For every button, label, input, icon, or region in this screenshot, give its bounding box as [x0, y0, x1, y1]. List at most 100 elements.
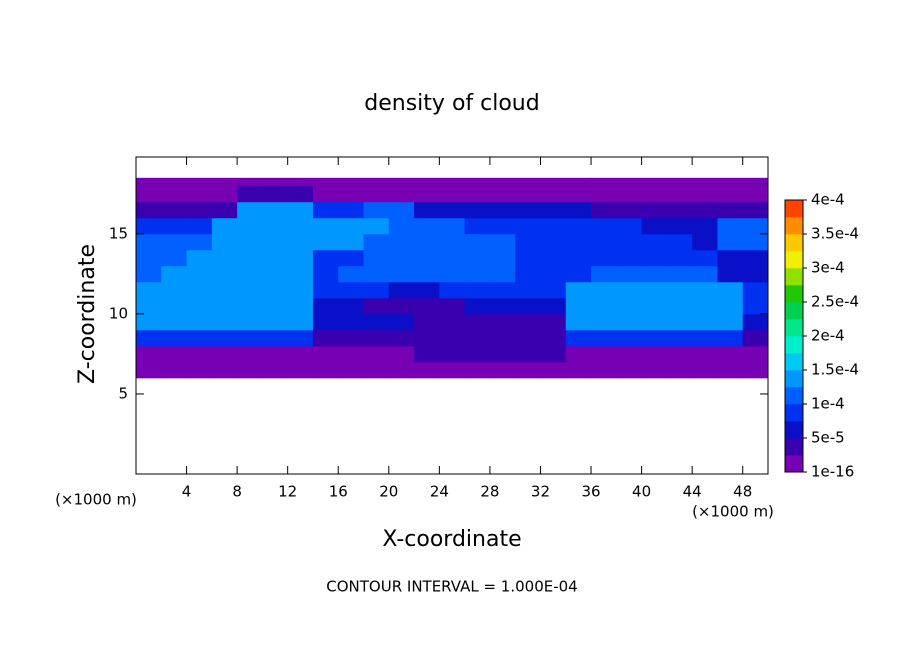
field-cell — [161, 201, 187, 219]
colorbar-band — [785, 251, 803, 269]
field-cell — [388, 345, 415, 363]
field-cell — [262, 265, 289, 283]
field-cell — [338, 265, 364, 283]
field-cell — [515, 265, 541, 283]
field-cell — [161, 217, 187, 235]
field-cell — [312, 201, 339, 219]
field-cell — [540, 185, 567, 203]
field-cell — [388, 313, 415, 331]
colorbar-tick-label: 1e-4 — [811, 395, 845, 413]
field-cell — [717, 177, 744, 187]
field-cell — [312, 265, 339, 283]
field-cell — [186, 217, 213, 235]
field-cell — [591, 249, 617, 267]
field-cell — [136, 313, 162, 331]
x-tick-label: 24 — [430, 483, 449, 501]
field-cell — [742, 361, 769, 379]
field-cell — [515, 177, 541, 187]
field-cell — [388, 217, 415, 235]
colorbar-tick-label: 4e-4 — [811, 191, 845, 209]
field-cell — [591, 329, 617, 347]
field-cell — [186, 177, 213, 187]
field-cell — [489, 281, 516, 299]
field-cell — [287, 281, 314, 299]
chart-title: density of cloud — [364, 91, 539, 116]
x-tick-label: 16 — [329, 483, 348, 501]
field-cell — [515, 313, 541, 331]
field-cell — [616, 233, 642, 251]
colorbar-tick-label: 3.5e-4 — [811, 225, 859, 243]
field-cell — [237, 233, 263, 251]
field-cell — [186, 297, 213, 315]
field-cell — [540, 233, 567, 251]
colorbar-tick-label: 2.5e-4 — [811, 293, 859, 311]
field-cell — [237, 177, 263, 187]
field-cell — [388, 185, 415, 203]
field-cell — [161, 233, 187, 251]
field-cell — [262, 249, 289, 267]
field-cell — [641, 297, 668, 315]
colorbar-tick-label: 2e-4 — [811, 327, 845, 345]
field-cell — [489, 233, 516, 251]
field-cell — [136, 201, 162, 219]
field-cell — [312, 297, 339, 315]
field-cell — [186, 345, 213, 363]
field-cell — [312, 185, 339, 203]
field-cell — [136, 217, 162, 235]
colorbar-band — [785, 217, 803, 235]
colorbar-band — [785, 404, 803, 422]
field-cell — [616, 361, 642, 379]
field-cell — [414, 313, 440, 331]
field-cell — [414, 185, 440, 203]
field-cell — [439, 233, 466, 251]
x-tick-label: 32 — [531, 483, 550, 501]
field-cell — [666, 313, 693, 331]
field-cell — [161, 185, 187, 203]
y-tick-label: 15 — [109, 224, 128, 242]
field-cell — [262, 329, 289, 347]
field-cell — [186, 233, 213, 251]
field-cell — [186, 201, 213, 219]
field-cell — [414, 281, 440, 299]
field-cell — [161, 313, 187, 331]
field-cell — [237, 313, 263, 331]
field-cell — [515, 201, 541, 219]
colorbar-band — [785, 268, 803, 286]
colorbar-band — [785, 455, 803, 473]
field-cell — [717, 329, 744, 347]
field-cell — [565, 177, 592, 187]
field-cell — [414, 249, 440, 267]
field-cell — [641, 233, 668, 251]
field-cell — [211, 281, 238, 299]
field-cell — [388, 249, 415, 267]
field-cell — [565, 345, 592, 363]
field-cell — [489, 249, 516, 267]
field-cell — [237, 201, 263, 219]
field-cell — [186, 281, 213, 299]
field-cell — [363, 201, 390, 219]
colorbar-band — [785, 336, 803, 354]
field-cell — [161, 345, 187, 363]
field-cell — [439, 249, 466, 267]
field-cell — [515, 281, 541, 299]
field-cell — [211, 201, 238, 219]
field-cell — [439, 297, 466, 315]
field-cell — [641, 265, 668, 283]
field-cell — [591, 217, 617, 235]
field-cell — [692, 217, 718, 235]
field-cell — [692, 297, 718, 315]
field-cell — [616, 217, 642, 235]
field-cell — [464, 329, 491, 347]
field-cell — [489, 361, 516, 379]
field-cell — [540, 217, 567, 235]
field-cell — [136, 177, 162, 187]
field-cell — [439, 185, 466, 203]
footnote: CONTOUR INTERVAL = 1.000E-04 — [326, 578, 577, 596]
field-cell — [414, 345, 440, 363]
field-cell — [742, 313, 769, 331]
field-cell — [439, 313, 466, 331]
field-cell — [591, 281, 617, 299]
field-cell — [717, 361, 744, 379]
field-cell — [591, 185, 617, 203]
field-cell — [717, 217, 744, 235]
